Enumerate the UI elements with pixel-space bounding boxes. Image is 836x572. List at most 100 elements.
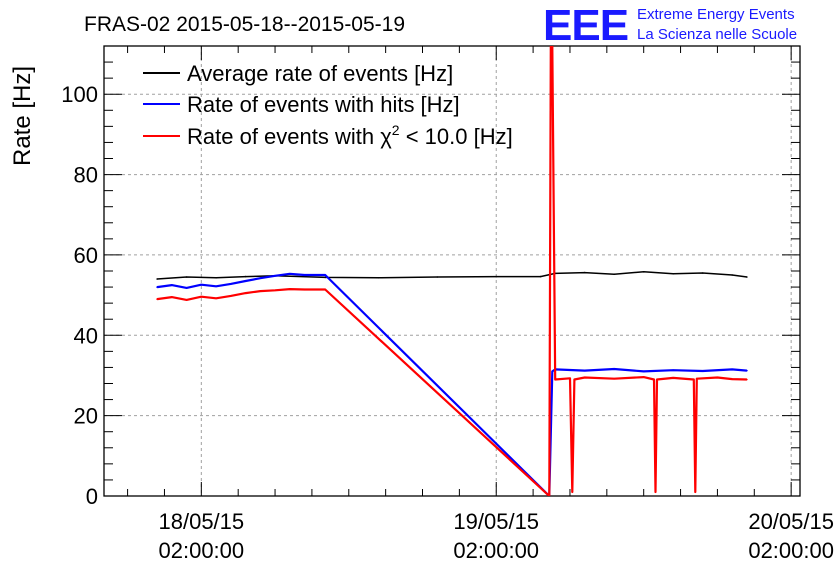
series-2-point: [185, 299, 188, 301]
x-tick-labels: 18/05/15 02:00:00 19/05/15 02:00:00 20/05/15…: [159, 509, 834, 563]
series-1-point: [701, 370, 704, 372]
series-0-point: [701, 272, 704, 274]
y-tick-label: 40: [74, 323, 98, 348]
x-tick-label-time: 02:00:00: [748, 538, 834, 563]
series-2-point: [693, 378, 695, 381]
series-1-point: [200, 283, 203, 286]
series-2-point: [551, 46, 554, 47]
series-1-point: [244, 280, 247, 282]
legend: Average rate of events [Hz] Rate of even…: [143, 61, 513, 149]
svg-text:EEE: EEE: [543, 1, 628, 50]
legend-chi-superscript: 2: [392, 122, 400, 138]
series-1-point: [672, 369, 674, 372]
series-2-point: [571, 491, 574, 493]
series-2-point: [569, 377, 571, 380]
series-0-point: [244, 275, 247, 278]
series-2-point: [583, 376, 586, 379]
series-1-point: [289, 273, 291, 275]
y-tick-label: 100: [61, 82, 98, 107]
series-1-point: [551, 370, 554, 373]
series-1-point: [215, 285, 217, 288]
legend-chi-symbol: χ: [380, 124, 392, 149]
series-2-point: [672, 377, 674, 379]
series-0-point: [583, 271, 586, 274]
series-2-point: [573, 378, 576, 381]
series-2-point: [259, 290, 262, 292]
y-axis-title: Rate [Hz]: [9, 66, 36, 166]
series-2-point: [548, 495, 551, 496]
x-tick-label-date: 19/05/15: [453, 509, 539, 534]
series-1-point: [731, 368, 733, 371]
series-2-point: [550, 46, 552, 47]
series-2-point: [215, 297, 217, 300]
series-2-point: [613, 377, 615, 380]
series-1-point: [324, 274, 327, 276]
y-tick-label: 60: [74, 243, 98, 268]
series-1-point: [274, 275, 276, 277]
series-0-point: [642, 271, 645, 273]
series-2-point: [171, 296, 173, 298]
series-2-point: [274, 289, 276, 292]
series-1-point: [230, 283, 232, 285]
series-0-point: [156, 278, 158, 280]
x-tick-label-date: 18/05/15: [159, 509, 245, 534]
y-tick-label: 20: [74, 404, 98, 429]
series-1-point: [156, 286, 158, 288]
series-0-point: [324, 276, 327, 279]
series-2-point: [303, 288, 306, 291]
series-2-point: [716, 376, 719, 379]
series-0-point: [436, 276, 439, 278]
y-tick-label: 80: [74, 163, 98, 188]
series-2-point: [696, 377, 698, 380]
series-0-point: [746, 276, 748, 278]
series-2-point: [642, 376, 645, 378]
series-2-point: [289, 288, 291, 290]
series-2-point: [156, 298, 158, 300]
series-2-point: [554, 378, 556, 381]
svg-text:Extreme Energy Events: Extreme Energy Events: [637, 6, 795, 23]
series-1-point: [583, 369, 586, 372]
eee-logo: EEE Extreme Energy Events La Scienza nel…: [543, 1, 797, 50]
series-2-point: [656, 378, 658, 381]
series-1-point: [259, 277, 262, 280]
svg-text:La Scienza nelle Scuole: La Scienza nelle Scuole: [637, 26, 797, 43]
series-0-point: [215, 277, 217, 279]
series-0-point: [185, 276, 188, 278]
series-1-point: [303, 274, 306, 276]
axis-ticks: [104, 45, 800, 497]
series-1-point: [642, 370, 645, 373]
series-2-point: [746, 378, 748, 381]
chart-title: FRAS-02 2015-05-18--2015-05-19: [84, 13, 405, 36]
series-2-point: [244, 292, 247, 294]
y-tick-labels: 0 20 40 60 80 100: [61, 82, 98, 509]
legend-label-chi2: Rate of events with χ2 < 10.0 [Hz]: [187, 122, 513, 149]
legend-chi2-suffix: < 10.0 [Hz]: [400, 124, 513, 149]
x-tick-label-time: 02:00:00: [159, 538, 245, 563]
series-0-point: [377, 277, 380, 279]
grid: [104, 46, 800, 496]
series-2-point: [230, 295, 232, 297]
series-2-point: [731, 378, 733, 380]
series-2-point: [653, 378, 655, 381]
x-tick-label-date: 20/05/15: [748, 509, 834, 534]
series-line-0: [157, 271, 748, 280]
series-0-point: [613, 273, 615, 276]
series-0-point: [539, 275, 542, 278]
legend-label-hits: Rate of events with hits [Hz]: [187, 92, 460, 117]
x-tick-label-time: 02:00:00: [453, 538, 539, 563]
series-line-1: [156, 272, 747, 496]
legend-chi2-prefix: Rate of events with: [187, 124, 380, 149]
series-2-point: [200, 295, 203, 298]
series-line-2: [156, 46, 747, 496]
series-0-point: [672, 273, 674, 275]
series-2-point: [694, 491, 697, 493]
series-2-point: [654, 491, 657, 493]
series-1-point: [185, 287, 188, 289]
series-0-point: [731, 274, 733, 276]
legend-label-average: Average rate of events [Hz]: [187, 61, 453, 86]
series-1-point: [746, 369, 748, 372]
series-1-point: [613, 368, 615, 370]
y-tick-label: 0: [86, 484, 98, 509]
series-2-point: [324, 288, 327, 291]
